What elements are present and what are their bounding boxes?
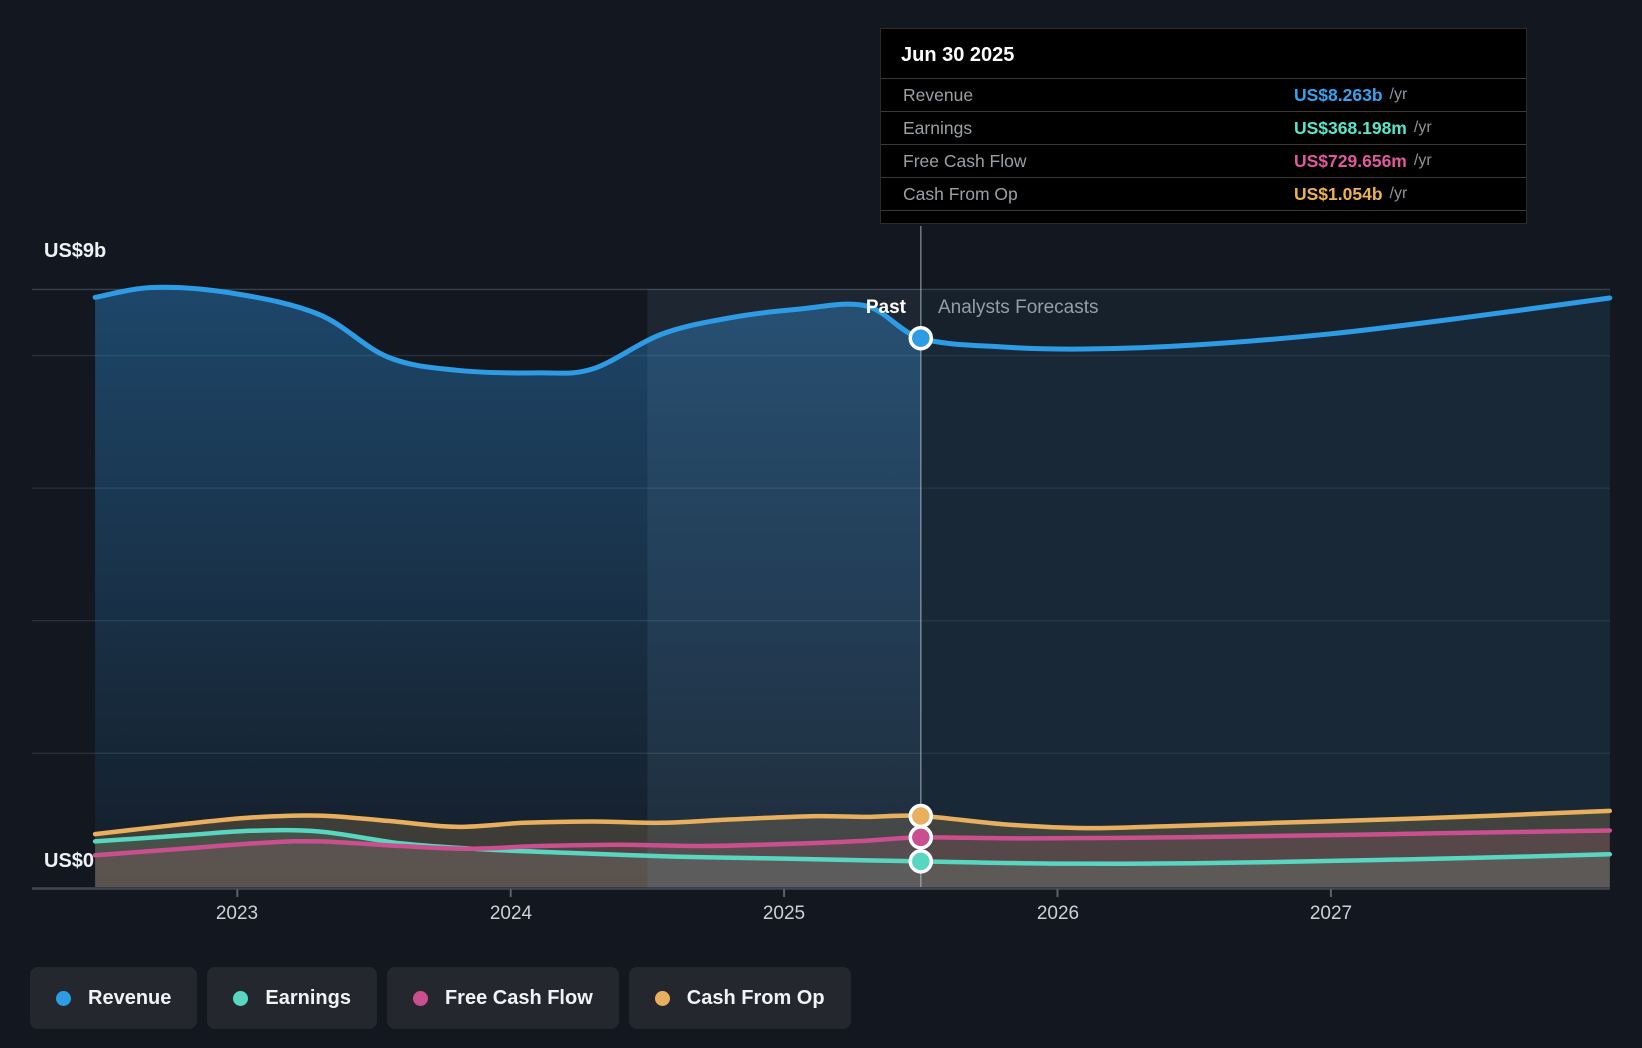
tooltip-row-unit: /yr bbox=[1413, 119, 1432, 136]
x-axis-label-2027: 2027 bbox=[1309, 903, 1353, 924]
tooltip-row-unit: /yr bbox=[1389, 185, 1408, 202]
revenue-line bbox=[92, 284, 1613, 376]
past-section-label: Past bbox=[865, 297, 906, 318]
hover-year-band bbox=[647, 289, 921, 889]
legend-label: Revenue bbox=[88, 986, 172, 1009]
legend-color-dot bbox=[233, 990, 249, 1006]
y-axis-bottom-label: US$0 bbox=[44, 850, 95, 872]
revenue-hover-marker[interactable] bbox=[908, 325, 934, 351]
legend-item-cash-from-op[interactable]: Cash From Op bbox=[628, 967, 851, 1029]
legend-item-revenue[interactable]: Revenue bbox=[30, 967, 198, 1029]
cash-from-op-hover-marker[interactable] bbox=[908, 803, 934, 829]
legend-label: Free Cash Flow bbox=[444, 986, 593, 1009]
legend: Revenue Earnings Free Cash Flow Cash From O… bbox=[30, 967, 851, 1029]
y-axis-top-label: US$9b bbox=[44, 240, 107, 262]
tooltip-row-cash-from-op: Cash From Op US$1.054b/yr bbox=[881, 177, 1526, 210]
tooltip-row-value: US$729.656m bbox=[1294, 150, 1407, 171]
legend-item-earnings[interactable]: Earnings bbox=[207, 967, 377, 1029]
tooltip-row-revenue: Revenue US$8.263b/yr bbox=[881, 78, 1526, 111]
legend-color-dot bbox=[412, 990, 428, 1006]
tooltip-row-unit: /yr bbox=[1413, 152, 1432, 169]
revenue-area-past bbox=[95, 287, 921, 887]
tooltip-row-label: Free Cash Flow bbox=[903, 150, 1027, 171]
forecast-section-label: Analysts Forecasts bbox=[938, 297, 1099, 318]
free-cash-flow-hover-marker[interactable] bbox=[908, 825, 934, 850]
earnings-area bbox=[95, 830, 1610, 887]
tooltip-row-free-cash-flow: Free Cash Flow US$729.656m/yr bbox=[881, 144, 1526, 177]
tooltip-row-label: Cash From Op bbox=[903, 183, 1018, 204]
free-cash-flow-line bbox=[92, 828, 1613, 858]
legend-label: Earnings bbox=[265, 986, 351, 1009]
x-axis-label-2024: 2024 bbox=[489, 903, 533, 924]
tooltip-row-unit: /yr bbox=[1389, 86, 1408, 103]
tooltip-row-label: Revenue bbox=[903, 84, 974, 105]
earnings-hover-marker[interactable] bbox=[908, 849, 934, 874]
tooltip-row-value: US$368.198m bbox=[1294, 117, 1407, 138]
forecast-region-background bbox=[920, 289, 1610, 889]
x-axis-label-2026: 2026 bbox=[1036, 903, 1080, 924]
legend-color-dot bbox=[56, 990, 71, 1006]
revenue-area-forecast bbox=[920, 298, 1610, 887]
tooltip-date-title: Jun 30 2025 bbox=[901, 44, 1015, 66]
earnings-line bbox=[92, 827, 1613, 866]
cash-from-op-area bbox=[95, 810, 1610, 887]
x-axis-label-2025: 2025 bbox=[762, 903, 806, 924]
tooltip-row-earnings: Earnings US$368.198m/yr bbox=[881, 111, 1526, 144]
cash-from-op-line bbox=[92, 808, 1613, 837]
tooltip-row-value: US$8.263b bbox=[1294, 84, 1383, 105]
tooltip: Jun 30 2025 Revenue US$8.263b/yr Earnings U… bbox=[880, 28, 1527, 224]
x-axis-label-2023: 2023 bbox=[215, 903, 259, 924]
tooltip-row-value: US$1.054b bbox=[1294, 183, 1383, 204]
legend-color-dot bbox=[654, 990, 670, 1006]
legend-label: Cash From Op bbox=[686, 986, 825, 1009]
tooltip-row-label: Earnings bbox=[903, 117, 973, 138]
tooltip-spacer bbox=[881, 210, 1526, 223]
legend-item-free-cash-flow[interactable]: Free Cash Flow bbox=[386, 967, 619, 1029]
